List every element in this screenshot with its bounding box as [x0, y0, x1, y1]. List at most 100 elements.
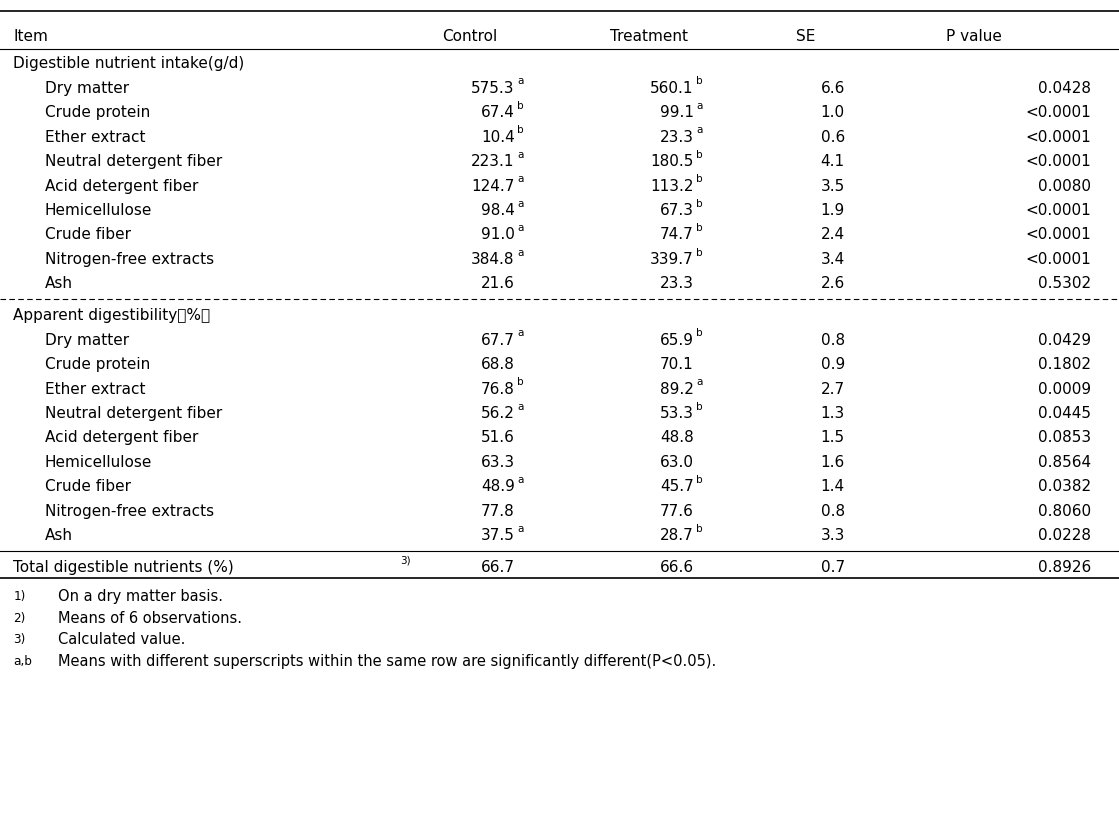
Text: 23.3: 23.3 — [660, 276, 694, 291]
Text: Neutral detergent fiber: Neutral detergent fiber — [45, 406, 222, 421]
Text: 384.8: 384.8 — [471, 252, 515, 267]
Text: 10.4: 10.4 — [481, 129, 515, 144]
Text: Apparent digestibility（%）: Apparent digestibility（%） — [13, 308, 210, 323]
Text: 37.5: 37.5 — [481, 527, 515, 542]
Text: 3): 3) — [401, 555, 411, 565]
Text: 51.6: 51.6 — [481, 430, 515, 445]
Text: Ether extract: Ether extract — [45, 381, 145, 396]
Text: Treatment: Treatment — [610, 29, 688, 45]
Text: 63.0: 63.0 — [660, 455, 694, 469]
Text: 63.3: 63.3 — [481, 455, 515, 469]
Text: 74.7: 74.7 — [660, 227, 694, 242]
Text: 0.8: 0.8 — [820, 332, 845, 347]
Text: Crude protein: Crude protein — [45, 357, 150, 372]
Text: Ash: Ash — [45, 276, 73, 291]
Text: 98.4: 98.4 — [481, 203, 515, 218]
Text: a: a — [517, 223, 524, 233]
Text: 0.0228: 0.0228 — [1038, 527, 1091, 542]
Text: 77.6: 77.6 — [660, 503, 694, 518]
Text: 1.3: 1.3 — [820, 406, 845, 421]
Text: Hemicellulose: Hemicellulose — [45, 203, 152, 218]
Text: 66.7: 66.7 — [481, 560, 515, 575]
Text: <0.0001: <0.0001 — [1025, 105, 1091, 120]
Text: Crude fiber: Crude fiber — [45, 227, 131, 242]
Text: a: a — [517, 150, 524, 160]
Text: b: b — [517, 377, 524, 387]
Text: 1.9: 1.9 — [820, 203, 845, 218]
Text: Crude fiber: Crude fiber — [45, 479, 131, 493]
Text: Crude protein: Crude protein — [45, 105, 150, 120]
Text: 66.6: 66.6 — [660, 560, 694, 575]
Text: <0.0001: <0.0001 — [1025, 154, 1091, 169]
Text: 124.7: 124.7 — [471, 178, 515, 193]
Text: 1): 1) — [13, 590, 26, 603]
Text: b: b — [696, 174, 703, 184]
Text: 76.8: 76.8 — [481, 381, 515, 396]
Text: Neutral detergent fiber: Neutral detergent fiber — [45, 154, 222, 169]
Text: P value: P value — [946, 29, 1002, 45]
Text: b: b — [517, 101, 524, 111]
Text: a: a — [517, 76, 524, 86]
Text: a: a — [517, 523, 524, 533]
Text: 2.7: 2.7 — [820, 381, 845, 396]
Text: 68.8: 68.8 — [481, 357, 515, 372]
Text: 67.3: 67.3 — [660, 203, 694, 218]
Text: 0.7: 0.7 — [820, 560, 845, 575]
Text: Calculated value.: Calculated value. — [58, 632, 186, 647]
Text: b: b — [696, 523, 703, 533]
Text: a,b: a,b — [13, 654, 32, 667]
Text: a: a — [517, 474, 524, 484]
Text: 0.0009: 0.0009 — [1038, 381, 1091, 396]
Text: On a dry matter basis.: On a dry matter basis. — [58, 589, 223, 604]
Text: 2): 2) — [13, 611, 26, 624]
Text: Total digestible nutrients (%): Total digestible nutrients (%) — [13, 560, 234, 575]
Text: <0.0001: <0.0001 — [1025, 203, 1091, 218]
Text: 2.4: 2.4 — [820, 227, 845, 242]
Text: <0.0001: <0.0001 — [1025, 129, 1091, 144]
Text: 1.4: 1.4 — [820, 479, 845, 493]
Text: Ether extract: Ether extract — [45, 129, 145, 144]
Text: 67.7: 67.7 — [481, 332, 515, 347]
Text: 77.8: 77.8 — [481, 503, 515, 518]
Text: b: b — [696, 150, 703, 160]
Text: 4.1: 4.1 — [820, 154, 845, 169]
Text: 23.3: 23.3 — [660, 129, 694, 144]
Text: a: a — [517, 402, 524, 412]
Text: 0.0445: 0.0445 — [1038, 406, 1091, 421]
Text: SE: SE — [796, 29, 816, 45]
Text: a: a — [517, 248, 524, 258]
Text: 0.0080: 0.0080 — [1038, 178, 1091, 193]
Text: 48.9: 48.9 — [481, 479, 515, 493]
Text: 0.5302: 0.5302 — [1038, 276, 1091, 291]
Text: b: b — [696, 199, 703, 209]
Text: Hemicellulose: Hemicellulose — [45, 455, 152, 469]
Text: Item: Item — [13, 29, 48, 45]
Text: 560.1: 560.1 — [650, 80, 694, 95]
Text: 339.7: 339.7 — [650, 252, 694, 267]
Text: 0.8926: 0.8926 — [1037, 560, 1091, 575]
Text: Control: Control — [442, 29, 498, 45]
Text: 1.5: 1.5 — [820, 430, 845, 445]
Text: 91.0: 91.0 — [481, 227, 515, 242]
Text: Nitrogen-free extracts: Nitrogen-free extracts — [45, 503, 214, 518]
Text: 67.4: 67.4 — [481, 105, 515, 120]
Text: <0.0001: <0.0001 — [1025, 227, 1091, 242]
Text: b: b — [517, 125, 524, 135]
Text: Acid detergent fiber: Acid detergent fiber — [45, 430, 198, 445]
Text: 0.6: 0.6 — [820, 129, 845, 144]
Text: a: a — [517, 199, 524, 209]
Text: 56.2: 56.2 — [481, 406, 515, 421]
Text: Ash: Ash — [45, 527, 73, 542]
Text: 575.3: 575.3 — [471, 80, 515, 95]
Text: a: a — [517, 328, 524, 338]
Text: Means of 6 observations.: Means of 6 observations. — [58, 610, 242, 625]
Text: a: a — [696, 377, 703, 387]
Text: Nitrogen-free extracts: Nitrogen-free extracts — [45, 252, 214, 267]
Text: Dry matter: Dry matter — [45, 80, 129, 95]
Text: 1.0: 1.0 — [820, 105, 845, 120]
Text: 0.0382: 0.0382 — [1038, 479, 1091, 493]
Text: Means with different superscripts within the same row are significantly differen: Means with different superscripts within… — [58, 653, 716, 668]
Text: <0.0001: <0.0001 — [1025, 252, 1091, 267]
Text: 113.2: 113.2 — [650, 178, 694, 193]
Text: b: b — [696, 223, 703, 233]
